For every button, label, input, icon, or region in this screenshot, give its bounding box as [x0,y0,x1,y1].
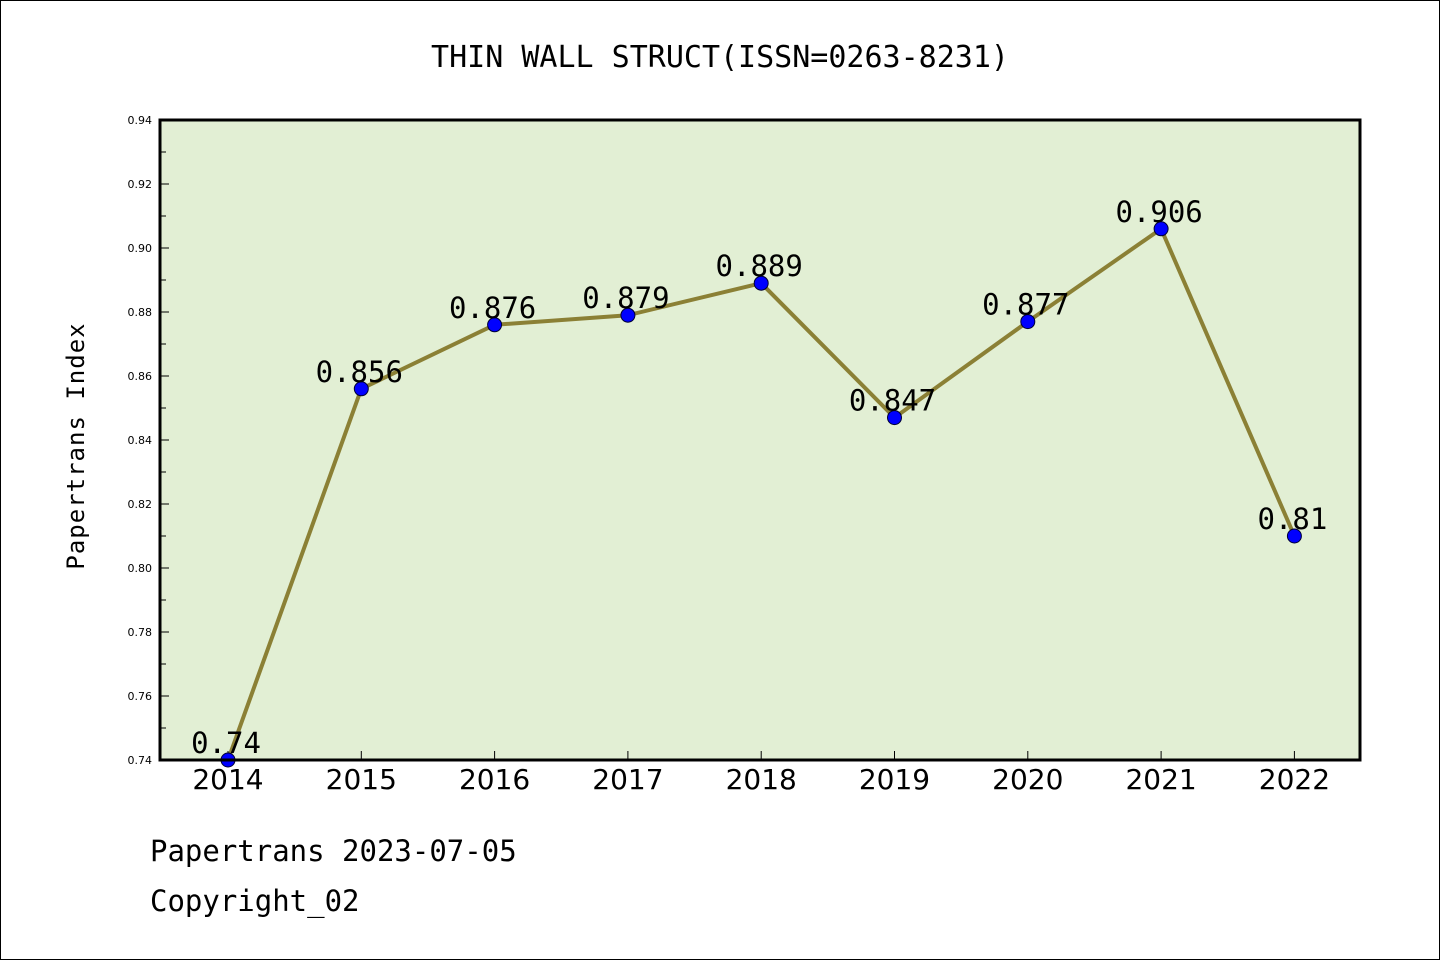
x-tick-label: 2014 [192,763,263,796]
data-point [1286,528,1302,544]
data-label: 0.847 [849,384,936,418]
data-point [487,317,503,333]
y-axis-label: Papertrans Index [62,322,90,569]
y-tick-label: 0.86 [128,370,153,383]
data-label: 0.74 [191,726,261,760]
y-tick-label: 0.78 [128,626,153,639]
data-point [353,381,369,397]
x-axis: 2014 2015 2016 2017 2018 2019 2020 2021 2022 [192,751,1330,796]
x-tick-label: 2017 [592,763,663,796]
data-label: 0.879 [582,281,669,315]
footer-copyright-text: Copyright_02 [150,884,360,918]
data-label: 0.889 [716,249,803,283]
data-label: 0.856 [316,355,403,389]
x-tick-label: 2015 [326,763,397,796]
x-tick-label: 2020 [992,763,1063,796]
y-tick-label: 0.84 [128,434,153,447]
series-layer [220,221,1302,768]
data-point [1020,314,1036,330]
y-tick-label: 0.82 [128,498,153,511]
y-tick-label: 0.80 [128,562,153,575]
y-tick-label: 0.76 [128,690,153,703]
y-tick-label: 0.74 [128,754,153,767]
y-axis: 0.74 0.76 0.78 0.80 0.82 0.84 0.86 0.88 0.90 0.92… [128,114,169,767]
data-label: 0.906 [1115,195,1202,229]
x-tick-label: 2019 [859,763,930,796]
y-tick-label: 0.94 [128,114,153,127]
y-tick-label: 0.92 [128,178,153,191]
x-tick-label: 2018 [726,763,797,796]
data-point [620,307,636,323]
data-label: 0.81 [1257,502,1327,536]
data-label: 0.877 [982,288,1069,322]
x-tick-label: 2022 [1259,763,1330,796]
chart-title: THIN WALL STRUCT(ISSN=0263-8231) [431,40,1009,75]
x-tick-label: 2021 [1125,763,1196,796]
data-point [753,275,769,291]
data-point [1153,221,1169,237]
data-label: 0.876 [449,291,536,325]
y-tick-label: 0.90 [128,242,153,255]
x-tick-label: 2016 [459,763,530,796]
data-labels-layer: 0.74 0.856 0.876 0.879 0.889 0.847 0.877 0.906 0… [191,195,1327,760]
footer-date-text: Papertrans 2023-07-05 [150,834,517,868]
y-tick-label: 0.88 [128,306,153,319]
data-point [887,410,902,426]
plot-frame [158,118,1362,762]
